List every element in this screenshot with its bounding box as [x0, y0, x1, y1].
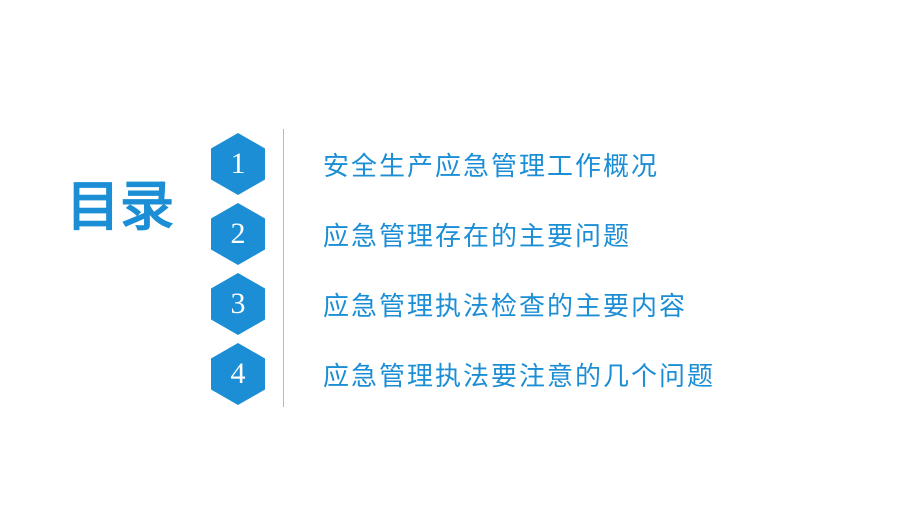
- toc-list: 1 安全生产应急管理工作概况 2 应急管理存在的主要问题 3 应急管理执法检查的主要内容 4…: [211, 129, 715, 409]
- toc-item: 3 应急管理执法检查的主要内容: [211, 269, 715, 339]
- toc-number: 3: [231, 289, 246, 319]
- toc-number: 2: [231, 219, 246, 249]
- toc-item-label: 安全生产应急管理工作概况: [323, 146, 659, 183]
- toc-item: 4 应急管理执法要注意的几个问题: [211, 339, 715, 409]
- hexagon-icon: 2: [211, 203, 265, 265]
- toc-item-label: 应急管理执法检查的主要内容: [323, 286, 687, 323]
- hexagon-icon: 4: [211, 343, 265, 405]
- slide: 目录 1 安全生产应急管理工作概况 2 应急管理存在的主要问题 3 应急管理执法检查的主要…: [0, 0, 920, 518]
- toc-number: 4: [231, 359, 246, 389]
- toc-item-label: 应急管理存在的主要问题: [323, 216, 631, 253]
- toc-number: 1: [231, 149, 246, 179]
- toc-item: 1 安全生产应急管理工作概况: [211, 129, 715, 199]
- toc-item: 2 应急管理存在的主要问题: [211, 199, 715, 269]
- hexagon-icon: 3: [211, 273, 265, 335]
- toc-item-label: 应急管理执法要注意的几个问题: [323, 356, 715, 393]
- page-title: 目录: [66, 162, 174, 241]
- hexagon-icon: 1: [211, 133, 265, 195]
